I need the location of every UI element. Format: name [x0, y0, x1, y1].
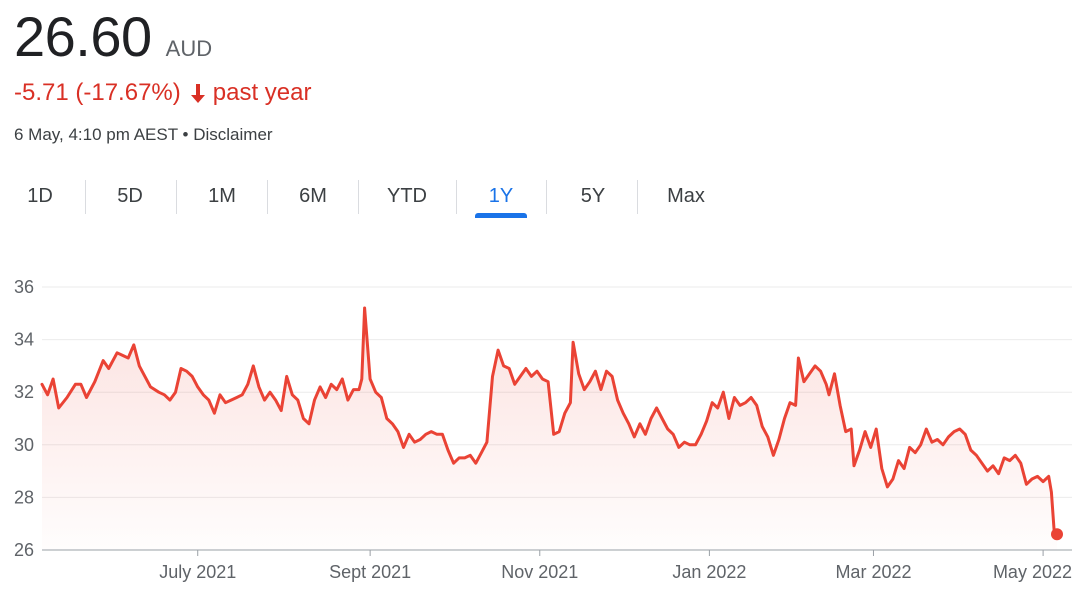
tab-divider — [85, 180, 86, 214]
arrow-down-icon — [190, 84, 205, 103]
tab-divider — [546, 180, 547, 214]
x-tick-label: July 2021 — [159, 562, 236, 582]
y-tick-label: 34 — [14, 330, 34, 350]
tab-1d[interactable]: 1D — [27, 185, 53, 207]
price-change: -5.71 (-17.67%) past year — [14, 78, 311, 108]
price-area-fill — [42, 308, 1057, 550]
quote-meta: 6 May, 4:10 pm AEST • Disclaimer — [14, 124, 273, 146]
disclaimer-link[interactable]: Disclaimer — [193, 125, 273, 144]
currency-label: AUD — [165, 36, 213, 61]
active-tab-indicator — [475, 213, 527, 218]
tab-1m[interactable]: 1M — [208, 185, 236, 207]
tab-divider — [456, 180, 457, 214]
current-price: 26.60 — [14, 5, 152, 68]
y-tick-label: 30 — [14, 435, 34, 455]
change-period: past year — [212, 79, 312, 106]
x-tick-label: Jan 2022 — [672, 562, 746, 582]
range-tabs: 1D 5D 1M 6M YTD 1Y 5Y Max — [0, 174, 740, 222]
tab-5d[interactable]: 5D — [117, 185, 143, 207]
x-tick-label: May 2022 — [993, 562, 1072, 582]
y-tick-label: 36 — [14, 277, 34, 297]
tab-divider — [637, 180, 638, 214]
y-tick-label: 26 — [14, 540, 34, 560]
tab-divider — [358, 180, 359, 214]
tab-5y[interactable]: 5Y — [580, 185, 606, 207]
x-tick-label: Nov 2021 — [501, 562, 578, 582]
price-header: 26.60 AUD — [14, 4, 212, 70]
tab-divider — [267, 180, 268, 214]
tab-max[interactable]: Max — [667, 185, 705, 207]
x-tick-label: Sept 2021 — [329, 562, 411, 582]
timestamp: 6 May, 4:10 pm AEST — [14, 125, 178, 144]
tab-1y[interactable]: 1Y — [488, 185, 514, 207]
change-value: -5.71 (-17.67%) — [14, 79, 181, 106]
separator: • — [182, 125, 189, 144]
y-tick-label: 32 — [14, 382, 34, 402]
price-line[interactable] — [40, 306, 1059, 536]
last-price-marker[interactable] — [1051, 528, 1063, 541]
x-tick-label: Mar 2022 — [835, 562, 911, 582]
y-tick-label: 28 — [14, 487, 34, 507]
tab-divider — [176, 180, 177, 214]
tab-ytd[interactable]: YTD — [387, 185, 427, 207]
tab-6m[interactable]: 6M — [299, 185, 327, 207]
